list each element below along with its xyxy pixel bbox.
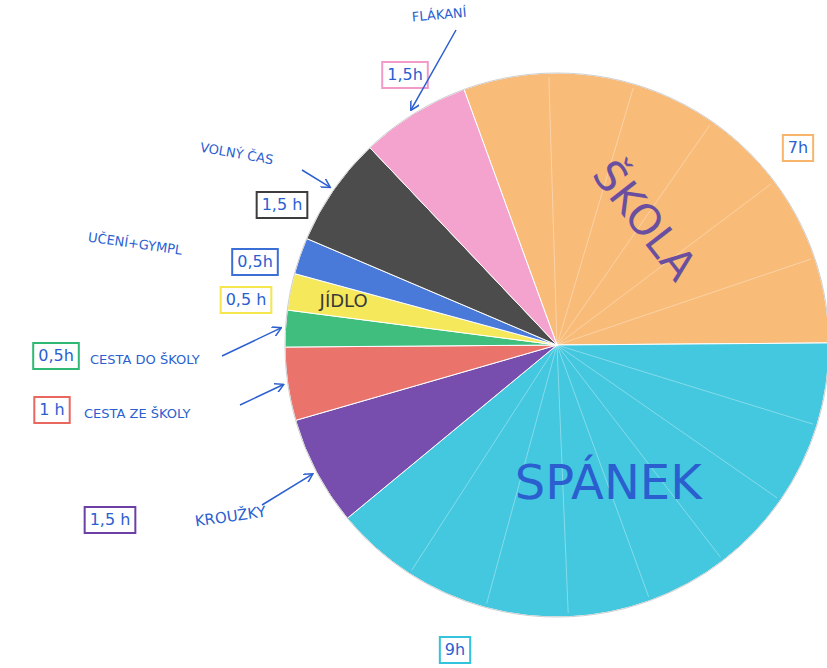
slice-name: KROUŽKY [194, 502, 268, 531]
hatch [557, 345, 721, 557]
chart: ŠKOLA 7h SPÁNEK 9h KROUŽKY 1,5 h CESTA ZE ŠKOL… [0, 0, 827, 668]
hatch [549, 77, 557, 345]
value-label: 7h [788, 138, 808, 157]
value-box [440, 637, 470, 663]
value-box [221, 287, 272, 313]
value-box [232, 249, 278, 275]
arrow [411, 30, 456, 109]
hatch [557, 345, 813, 424]
slice-name: CESTA ZE ŠKOLY [84, 406, 191, 421]
value-box [33, 343, 79, 369]
pie-outline [285, 73, 827, 617]
value-label: 1 h [39, 400, 64, 419]
arrow [240, 385, 283, 405]
slice-name: FLÁKANÍ [411, 5, 467, 25]
slice-name: SPÁNEK [515, 454, 703, 510]
value-label: 0,5 h [226, 290, 267, 309]
value-label: 0,5h [237, 252, 273, 271]
slice-name: CESTA DO ŠKOLY [90, 352, 200, 367]
hatch [557, 125, 710, 345]
value-box [783, 135, 813, 161]
slice-name: UČENÍ+GYMPL [87, 230, 184, 258]
pie-slice [370, 89, 557, 345]
pie-slice [285, 345, 557, 420]
arrow [262, 474, 312, 505]
value-box [85, 507, 136, 533]
value-label: 1,5h [387, 65, 423, 84]
labels: ŠKOLA 7h SPÁNEK 9h KROUŽKY 1,5 h CESTA ZE ŠKOL… [33, 5, 813, 663]
arrow [222, 328, 281, 356]
value-label: 0,5h [38, 346, 74, 365]
value-box [34, 397, 69, 423]
slice-name: JÍDLO [319, 290, 368, 311]
value-box [257, 192, 308, 218]
value-label: 9h [445, 640, 465, 659]
slices [285, 73, 827, 617]
value-label: 1,5 h [262, 195, 303, 214]
value-label: 1,5 h [90, 510, 131, 529]
value-box [382, 62, 428, 88]
slice-name: ŠKOLA [583, 150, 708, 290]
slice-name: VOLNÝ ČAS [199, 140, 275, 168]
arrow [302, 170, 329, 187]
